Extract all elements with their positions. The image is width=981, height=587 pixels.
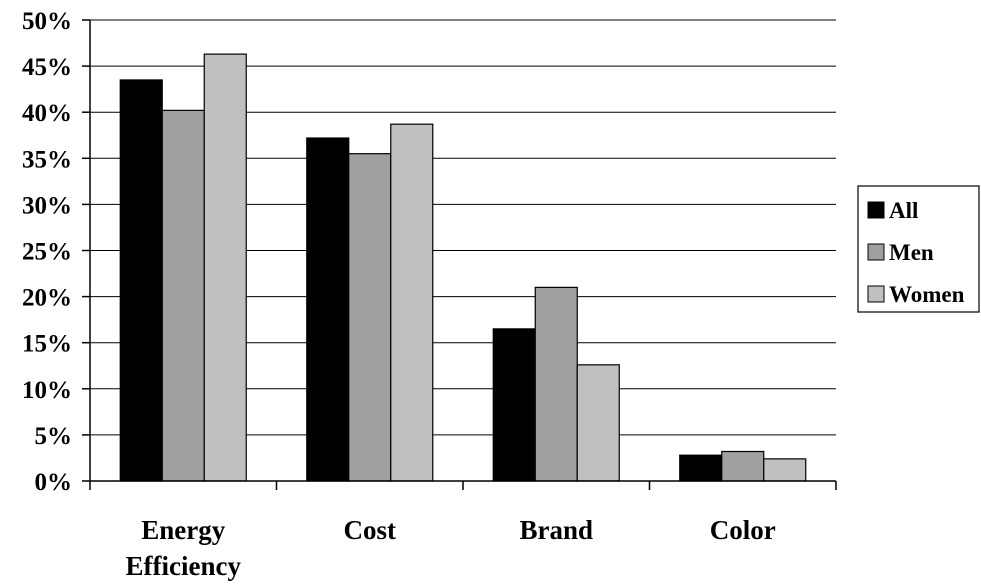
y-tick-label: 30% <box>22 192 72 219</box>
y-tick-label: 10% <box>22 377 72 404</box>
y-tick-label: 20% <box>22 285 72 312</box>
x-category-label: Energy Efficiency <box>126 515 242 581</box>
y-tick-label: 50% <box>22 8 72 35</box>
legend-swatch-women <box>867 285 885 303</box>
y-tick-label: 0% <box>35 469 73 496</box>
bar-all <box>492 328 536 482</box>
y-tick-label: 35% <box>22 146 72 173</box>
legend: All Men Women <box>857 185 980 313</box>
bar-men <box>348 153 392 482</box>
bar-women <box>576 364 620 482</box>
x-category-label: Color <box>710 515 776 545</box>
x-axis-ticks <box>89 481 837 490</box>
legend-label-men: Men <box>889 240 934 265</box>
y-tick-label: 40% <box>22 100 72 127</box>
y-tick-label: 25% <box>22 239 72 266</box>
legend-swatch-men <box>867 243 885 261</box>
y-tick-label: 45% <box>22 54 72 81</box>
legend-label-women: Women <box>889 282 965 307</box>
bar-women <box>390 123 434 482</box>
bar-all <box>119 79 163 482</box>
bar-men <box>721 450 765 482</box>
bar-all <box>679 454 723 482</box>
x-category-label: Brand <box>519 515 593 545</box>
bar-women <box>763 458 807 482</box>
bar-all <box>306 137 350 482</box>
bar-men <box>534 286 578 482</box>
x-category-label: Cost <box>344 515 397 545</box>
bars <box>119 53 807 482</box>
bar-men <box>161 109 205 482</box>
legend-swatch-all <box>867 201 885 219</box>
y-tick-label: 15% <box>22 331 72 358</box>
legend-label-all: All <box>889 198 918 223</box>
x-axis-labels: Energy Efficiency Cost Brand Color <box>126 515 776 581</box>
y-axis-ticks: 0% 5% 10% 15% 20% 25% 30% 35% 40% 45% 50% <box>22 8 90 496</box>
bar-women <box>203 53 247 482</box>
y-tick-label: 5% <box>35 423 73 450</box>
